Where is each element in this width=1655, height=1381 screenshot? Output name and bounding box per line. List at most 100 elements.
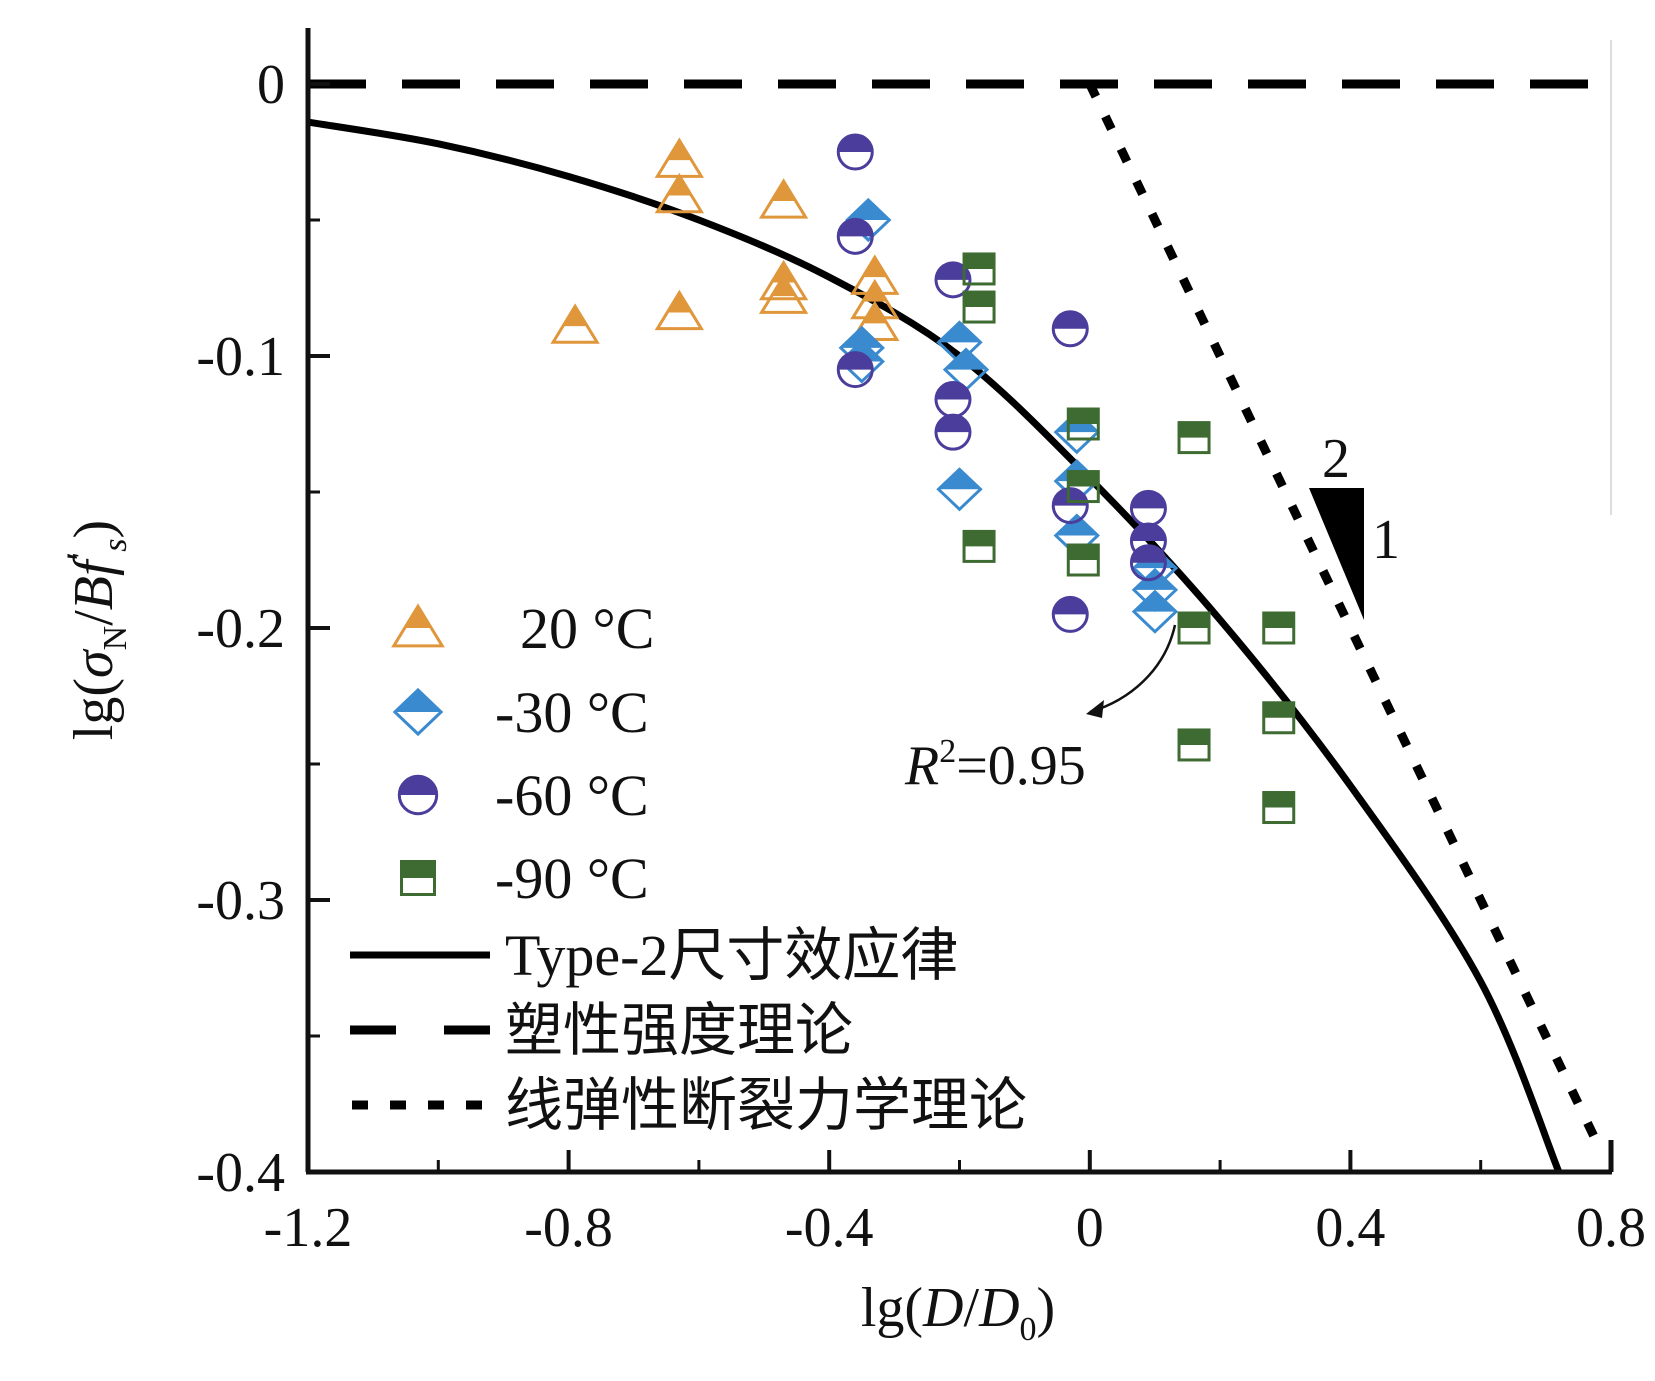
marker-outline xyxy=(1051,487,1089,525)
circle-marker xyxy=(934,261,972,299)
data-points xyxy=(550,133,1296,825)
legend-label: -90 °C xyxy=(495,846,649,911)
slope-triangle: 2 1 xyxy=(1309,428,1400,620)
legend-label: 线弹性断裂力学理论 xyxy=(505,1073,1027,1138)
marker-outline xyxy=(836,351,874,389)
legend-label: -60 °C xyxy=(495,763,649,828)
slope-triangle-shape xyxy=(1309,488,1364,620)
triangle-marker xyxy=(550,303,600,344)
marker-outline xyxy=(1129,544,1167,582)
marker-fill xyxy=(838,219,873,237)
marker-fill xyxy=(945,349,988,370)
marker-fill xyxy=(1131,545,1166,563)
x-tick-label: 0.8 xyxy=(1576,1197,1646,1259)
square-marker xyxy=(1262,701,1296,735)
marker-fill xyxy=(1055,515,1098,536)
marker-fill xyxy=(394,690,442,712)
marker-outline xyxy=(550,303,600,344)
legend-item: -90 °C xyxy=(400,846,649,911)
x-tick-label: -1.2 xyxy=(264,1197,353,1259)
marker-outline xyxy=(1177,728,1211,762)
marker-fill xyxy=(1179,422,1210,438)
circle-marker xyxy=(836,133,874,171)
marker-fill xyxy=(964,253,995,269)
marker-fill xyxy=(935,262,970,280)
diamond-marker xyxy=(936,467,983,512)
marker-outline xyxy=(1262,701,1296,735)
marker-fill xyxy=(1179,729,1210,745)
marker-outline xyxy=(934,261,972,299)
marker-fill xyxy=(1053,311,1088,329)
marker-outline xyxy=(934,413,972,451)
marker-fill xyxy=(1068,545,1099,560)
marker-outline xyxy=(836,133,874,171)
marker-outline xyxy=(654,289,705,331)
diamond-marker xyxy=(845,197,892,243)
square-marker xyxy=(962,290,996,324)
slope-run-label: 1 xyxy=(1372,509,1400,571)
marker-fill xyxy=(404,606,432,628)
marker-outline xyxy=(845,197,892,243)
marker-outline xyxy=(962,290,996,324)
marker-fill xyxy=(401,861,435,878)
marker-outline xyxy=(962,529,996,563)
square-marker xyxy=(1177,728,1211,762)
circle-marker xyxy=(934,381,972,419)
marker-fill xyxy=(1179,613,1210,628)
x-tick-label: 0 xyxy=(1076,1197,1104,1259)
square-marker xyxy=(962,252,996,286)
circle-marker xyxy=(1051,487,1089,525)
marker-outline xyxy=(936,467,983,512)
marker-fill xyxy=(964,531,995,547)
ticks xyxy=(306,82,1613,1174)
marker-outline xyxy=(1177,421,1211,455)
circle-marker xyxy=(836,217,874,255)
marker-fill xyxy=(862,303,887,324)
circle-marker xyxy=(1051,595,1089,633)
square-marker xyxy=(1066,407,1100,441)
legend-item: 20 °C xyxy=(391,596,654,661)
fit-curve xyxy=(307,118,1563,1174)
marker-fill xyxy=(667,140,692,161)
marker-outline xyxy=(758,259,809,301)
marker-outline xyxy=(1131,589,1179,634)
y-tick-label: -0.3 xyxy=(196,870,285,932)
legend-label: -30 °C xyxy=(495,680,649,745)
marker-fill xyxy=(847,200,890,220)
square-marker xyxy=(1177,611,1211,645)
marker-outline xyxy=(1066,407,1100,441)
circle-marker xyxy=(1129,544,1167,582)
legend-item: Type-2尺寸效应律 xyxy=(350,923,958,988)
slope-rise-label: 2 xyxy=(1322,428,1350,490)
marker-outline xyxy=(1051,310,1089,348)
circle-marker xyxy=(1051,310,1089,348)
marker-outline xyxy=(1066,470,1100,504)
x-axis-title: lg(D/D0) xyxy=(861,1277,1055,1348)
marker-fill xyxy=(938,322,981,343)
marker-fill xyxy=(938,469,981,490)
marker-fill xyxy=(935,382,970,400)
r2-arrow xyxy=(1089,624,1177,714)
marker-fill xyxy=(1053,597,1088,615)
circle-marker xyxy=(934,413,972,451)
marker-fill xyxy=(1133,591,1176,612)
marker-fill xyxy=(935,415,970,433)
marker-fill xyxy=(964,292,995,308)
square-marker xyxy=(1177,421,1211,455)
square-marker xyxy=(400,860,436,896)
marker-outline xyxy=(962,252,996,286)
marker-outline xyxy=(1262,791,1296,825)
legend-item: 线弹性断裂力学理论 xyxy=(352,1073,1027,1138)
curves xyxy=(307,79,1611,1174)
marker-outline xyxy=(1066,543,1100,577)
square-marker xyxy=(1066,470,1100,504)
triangle-marker xyxy=(654,137,705,178)
marker-fill xyxy=(667,175,692,196)
marker-fill xyxy=(771,276,796,297)
marker-outline xyxy=(1262,611,1296,645)
marker-fill xyxy=(840,327,883,348)
marker-outline xyxy=(654,172,705,214)
marker-fill xyxy=(771,262,796,283)
circle-marker xyxy=(1129,489,1167,527)
triangle-marker xyxy=(758,273,809,314)
